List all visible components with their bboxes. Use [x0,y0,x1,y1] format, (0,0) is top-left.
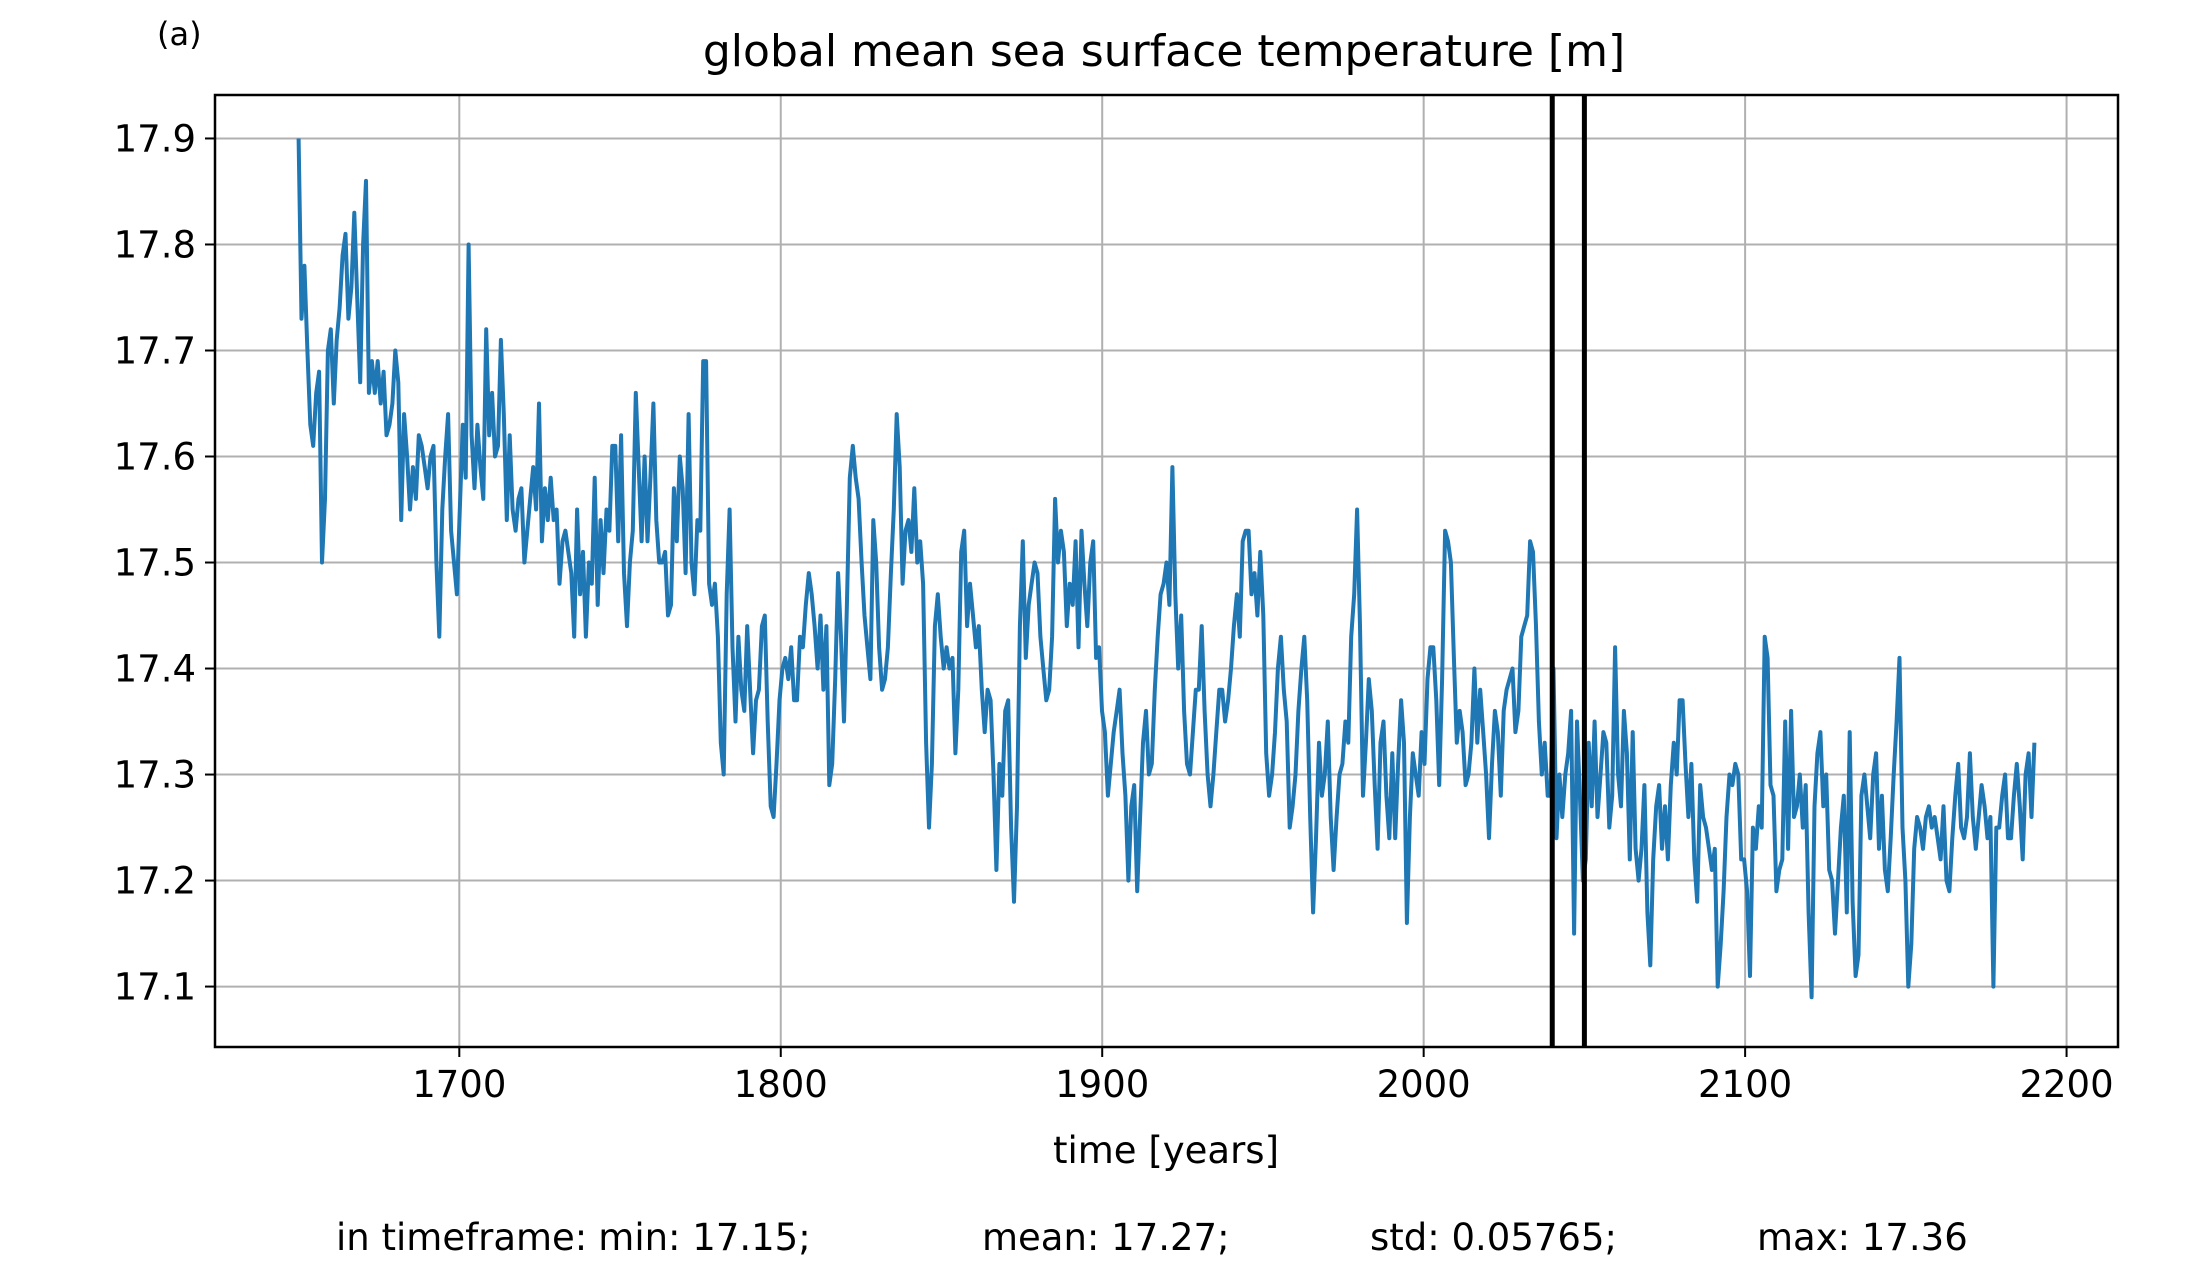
y-tick-label: 17.2 [114,860,196,903]
plot-frame [213,93,2120,1049]
series-line [296,138,2037,1000]
y-tick-label: 17.8 [114,223,196,266]
x-axis-ticks: 1700 1800 1900 2000 2100 2200 [412,1047,2114,1106]
y-tick-label: 17.9 [114,117,196,160]
stats-min: in timeframe: min: 17.15; [336,1216,811,1259]
x-tick-label: 2100 [1698,1063,1792,1106]
y-tick-label: 17.4 [114,648,196,691]
x-tick-label: 2000 [1377,1063,1471,1106]
x-tick-label: 1800 [734,1063,828,1106]
y-tick-label: 17.5 [114,542,196,585]
stats-max: max: 17.36 [1757,1216,1968,1259]
stats-mean: mean: 17.27; [982,1216,1230,1259]
y-axis-ticks: 17.1 17.2 17.3 17.4 17.5 17.6 17.7 17.8 17.9 [114,117,215,1009]
panel-label: (a) [157,15,202,53]
x-tick-label: 1700 [412,1063,506,1106]
y-tick-label: 17.1 [114,966,196,1009]
stats-line: in timeframe: min: 17.15; mean: 17.27; st… [336,1216,1968,1259]
x-gridlines [458,95,2068,1047]
stats-prefix: in timeframe: [336,1216,587,1259]
chart-title: global mean sea surface temperature [m] [703,26,1625,77]
y-tick-label: 17.7 [114,329,196,372]
x-tick-label: 2200 [2019,1063,2113,1106]
vertical-markers [1549,95,1587,1047]
y-tick-label: 17.6 [114,436,196,479]
stats-std: std: 0.05765; [1370,1216,1617,1259]
stats-min-value: min: 17.15; [598,1216,810,1259]
y-tick-label: 17.3 [114,754,196,797]
y-gridlines [215,137,2118,988]
x-axis-label: time [years] [1053,1129,1279,1172]
x-tick-label: 1900 [1055,1063,1149,1106]
